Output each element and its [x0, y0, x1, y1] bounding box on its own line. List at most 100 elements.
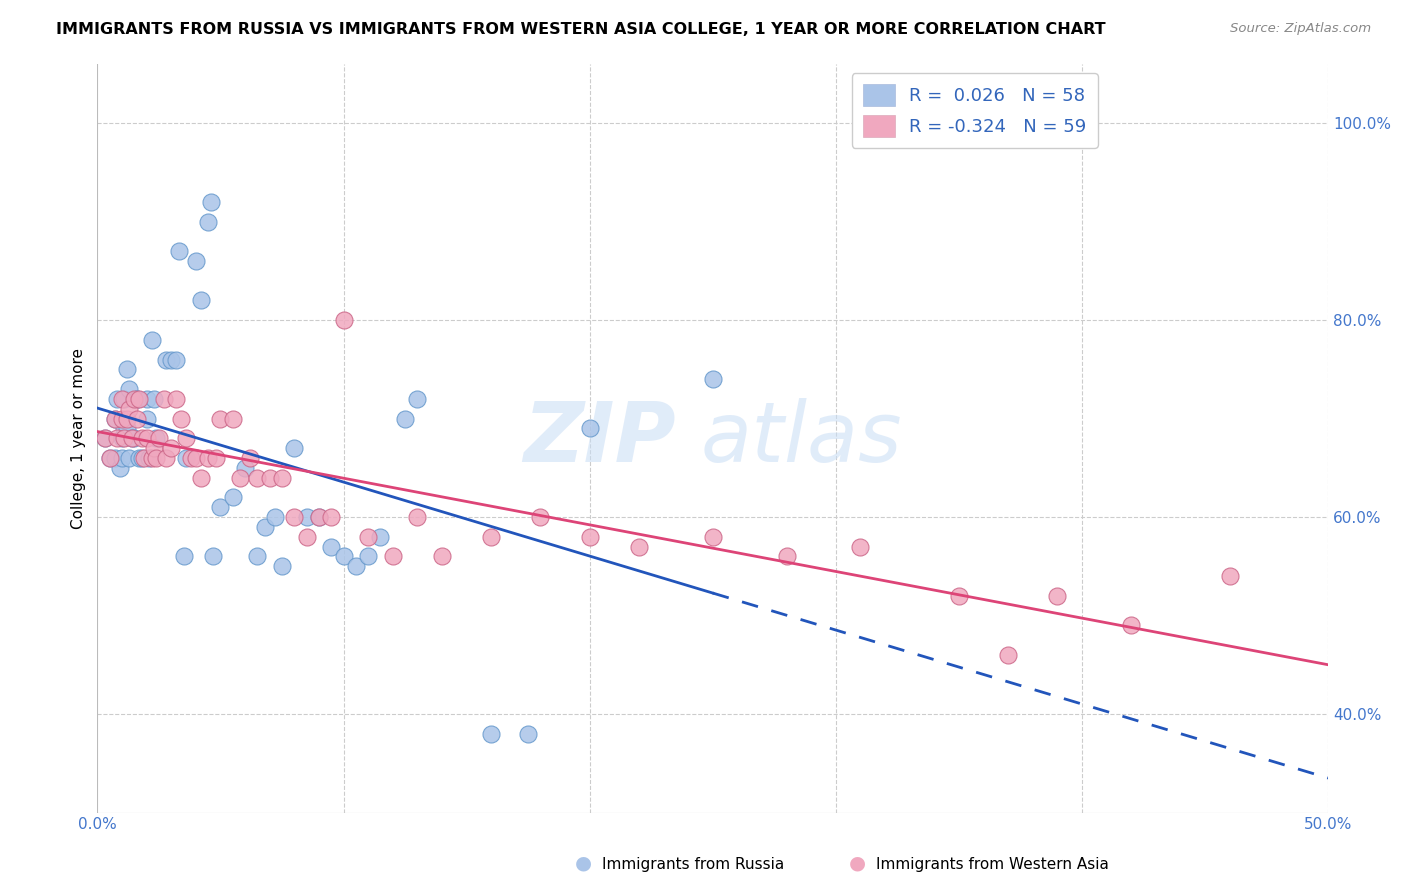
Point: [197, 450, 219, 465]
Point: [131, 431, 153, 445]
Text: IMMIGRANTS FROM RUSSIA VS IMMIGRANTS FROM WESTERN ASIA COLLEGE, 1 YEAR OR MORE C: IMMIGRANTS FROM RUSSIA VS IMMIGRANTS FRO…: [56, 22, 1107, 37]
Point: [98, 450, 121, 465]
Point: [332, 549, 354, 564]
Point: [184, 254, 207, 268]
Point: [145, 450, 167, 465]
Point: [121, 431, 143, 445]
Point: [283, 510, 305, 524]
Point: [222, 491, 245, 505]
Point: [517, 727, 540, 741]
Text: Immigrants from Russia: Immigrants from Russia: [602, 857, 785, 872]
Point: [180, 450, 202, 465]
Point: [125, 411, 148, 425]
Text: ZIP: ZIP: [523, 398, 676, 479]
Point: [124, 392, 146, 406]
Text: ●: ●: [575, 854, 592, 872]
Point: [141, 450, 163, 465]
Point: [112, 421, 135, 435]
Point: [332, 313, 354, 327]
Point: [93, 431, 115, 445]
Point: [138, 450, 160, 465]
Point: [148, 431, 170, 445]
Point: [170, 411, 193, 425]
Point: [143, 441, 166, 455]
Point: [111, 431, 134, 445]
Y-axis label: College, 1 year or more: College, 1 year or more: [72, 348, 86, 529]
Point: [357, 549, 380, 564]
Point: [111, 411, 134, 425]
Point: [128, 392, 150, 406]
Text: Source: ZipAtlas.com: Source: ZipAtlas.com: [1230, 22, 1371, 36]
Point: [112, 431, 135, 445]
Point: [1046, 589, 1069, 603]
Legend: R =  0.026   N = 58, R = -0.324   N = 59: R = 0.026 N = 58, R = -0.324 N = 59: [852, 73, 1098, 148]
Point: [105, 431, 128, 445]
Point: [283, 441, 305, 455]
Point: [108, 460, 131, 475]
Point: [239, 450, 262, 465]
Text: atlas: atlas: [700, 398, 903, 479]
Point: [775, 549, 797, 564]
Point: [1121, 618, 1143, 632]
Point: [295, 530, 318, 544]
Point: [197, 214, 219, 228]
Point: [145, 431, 167, 445]
Point: [1219, 569, 1241, 583]
Point: [118, 382, 141, 396]
Point: [128, 450, 150, 465]
Point: [222, 411, 245, 425]
Point: [259, 471, 281, 485]
Point: [479, 727, 502, 741]
Point: [135, 411, 157, 425]
Point: [233, 460, 256, 475]
Text: Immigrants from Western Asia: Immigrants from Western Asia: [876, 857, 1109, 872]
Point: [271, 559, 294, 574]
Point: [406, 392, 429, 406]
Point: [430, 549, 453, 564]
Point: [98, 450, 121, 465]
Point: [271, 471, 294, 485]
Point: [131, 450, 153, 465]
Point: [308, 510, 330, 524]
Point: [124, 431, 146, 445]
Point: [229, 471, 252, 485]
Point: [479, 530, 502, 544]
Point: [165, 392, 187, 406]
Point: [105, 392, 128, 406]
Point: [246, 549, 269, 564]
Point: [93, 431, 115, 445]
Point: [253, 520, 276, 534]
Point: [111, 392, 134, 406]
Point: [135, 431, 157, 445]
Point: [209, 500, 232, 515]
Point: [308, 510, 330, 524]
Point: [381, 549, 404, 564]
Point: [200, 194, 222, 209]
Point: [997, 648, 1019, 662]
Point: [702, 530, 724, 544]
Point: [173, 549, 195, 564]
Point: [125, 392, 148, 406]
Point: [246, 471, 269, 485]
Point: [121, 431, 143, 445]
Point: [115, 411, 138, 425]
Point: [167, 244, 190, 259]
Point: [118, 401, 141, 416]
Point: [263, 510, 285, 524]
Point: [394, 411, 416, 425]
Point: [160, 441, 183, 455]
Point: [112, 392, 135, 406]
Point: [202, 549, 225, 564]
Point: [111, 450, 134, 465]
Point: [209, 411, 232, 425]
Point: [160, 352, 183, 367]
Point: [190, 293, 212, 308]
Point: [135, 392, 157, 406]
Point: [155, 352, 177, 367]
Text: ●: ●: [849, 854, 866, 872]
Point: [143, 392, 166, 406]
Point: [406, 510, 429, 524]
Point: [103, 450, 125, 465]
Point: [125, 392, 148, 406]
Point: [165, 352, 187, 367]
